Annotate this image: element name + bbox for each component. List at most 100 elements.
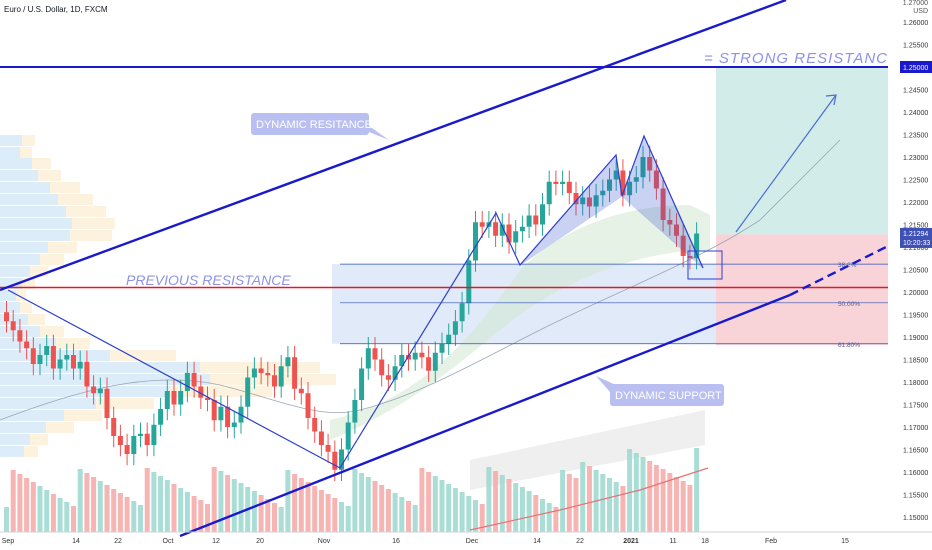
- volume-bar: [278, 507, 284, 532]
- candle: [298, 388, 304, 394]
- candle: [318, 431, 324, 445]
- volume-bar: [607, 478, 612, 532]
- time-tick-label: 22: [576, 538, 584, 545]
- volume-bar: [553, 507, 559, 532]
- volume-bar: [57, 498, 63, 532]
- strong-resistance-text: = STRONG RESISTANCE =: [704, 50, 914, 67]
- volume-bar: [600, 474, 606, 532]
- volume-profile-bar: [0, 266, 30, 277]
- volume-bar: [653, 465, 659, 532]
- volume-bar: [318, 490, 324, 532]
- candle: [345, 422, 351, 450]
- candle: [225, 406, 231, 427]
- candle: [399, 355, 405, 367]
- volume-bar: [124, 497, 130, 532]
- candle: [439, 343, 445, 353]
- price-tick-label: 1.18500: [903, 358, 928, 365]
- candle: [57, 359, 63, 369]
- volume-profile-bar: [58, 194, 93, 205]
- candle: [24, 341, 30, 349]
- price-tick-label: 1.20500: [903, 268, 928, 275]
- candle: [560, 181, 566, 184]
- volume-profile-bar: [200, 362, 320, 373]
- candle: [97, 388, 103, 394]
- volume-bar: [392, 493, 398, 532]
- candle: [620, 170, 626, 196]
- volume-bar: [560, 470, 566, 532]
- volume-bar: [506, 479, 512, 532]
- volume-bar: [674, 477, 679, 532]
- volume-profile-bar: [0, 230, 70, 241]
- candle: [452, 321, 458, 335]
- chart-title: Euro / U.S. Dollar, 1D, FXCM: [4, 5, 108, 14]
- time-tick-label: 15: [841, 538, 849, 545]
- volume-bar: [586, 466, 592, 532]
- volume-bar: [77, 469, 83, 532]
- candle: [553, 181, 559, 184]
- volume-band: [470, 410, 705, 490]
- volume-bar: [272, 503, 277, 532]
- volume-bar: [325, 494, 331, 532]
- volume-bar: [566, 474, 572, 532]
- volume-profile-bar: [24, 446, 38, 457]
- price-tick-label: 1.22500: [903, 178, 928, 185]
- volume-bar: [580, 462, 586, 532]
- candle: [138, 433, 143, 436]
- candle: [37, 355, 43, 364]
- time-tick-label: Nov: [318, 538, 331, 545]
- candle: [506, 224, 512, 243]
- volume-bar: [144, 468, 150, 532]
- candle: [312, 418, 318, 432]
- volume-bar: [412, 505, 418, 532]
- volume-profile-bar: [0, 147, 20, 158]
- volume-bar: [493, 471, 499, 532]
- price-tick-label: 1.25500: [903, 43, 928, 50]
- candle: [653, 170, 659, 189]
- dynamic-support-text: DYNAMIC SUPPORT: [615, 390, 722, 402]
- volume-profile-bar: [22, 135, 35, 146]
- volume-bar: [385, 489, 391, 532]
- volume-profile-bar: [96, 398, 154, 409]
- volume-bar: [419, 468, 425, 532]
- volume-profile-bar: [46, 422, 74, 433]
- volume-profile-bar: [0, 314, 28, 325]
- candle: [10, 321, 16, 331]
- volume-bar: [184, 492, 190, 532]
- price-tick-label: 1.17500: [903, 403, 928, 410]
- volume-bar: [238, 483, 244, 532]
- candle: [627, 181, 633, 196]
- target-zone: [716, 67, 888, 235]
- volume-bar: [352, 469, 358, 532]
- volume-bar: [499, 475, 505, 532]
- volume-bar: [365, 477, 371, 532]
- volume-bar: [104, 485, 110, 532]
- volume-profile-bar: [40, 254, 64, 265]
- price-tick-label: 1.20000: [903, 290, 928, 297]
- time-tick-label: 20: [256, 538, 264, 545]
- volume-bar: [205, 504, 210, 532]
- volume-profile-bar: [66, 206, 106, 217]
- price-tick-label: 1.24500: [903, 88, 928, 95]
- price-label-text: 1.25000: [903, 65, 928, 72]
- target-arrow-head: [825, 94, 837, 106]
- price-tick-label: 1.15000: [903, 515, 928, 522]
- candle: [164, 391, 170, 409]
- candle: [513, 231, 519, 243]
- volume-profile-bar: [20, 302, 32, 313]
- swing-pattern-line: [7, 134, 704, 469]
- candle: [71, 355, 76, 369]
- candle: [459, 303, 465, 322]
- dynamic-resistance-box-tail: [369, 126, 389, 140]
- fib-level-label: 61.80%: [838, 342, 860, 349]
- volume-bar: [64, 502, 70, 532]
- volume-profile-bar: [0, 410, 64, 421]
- candle: [251, 368, 257, 378]
- time-tick-label: 18: [701, 538, 709, 545]
- volume-bar: [71, 506, 76, 532]
- price-tick-label: 1.23000: [903, 155, 928, 162]
- volume-bar: [546, 503, 552, 532]
- volume-bar: [151, 472, 157, 532]
- candle: [674, 224, 679, 236]
